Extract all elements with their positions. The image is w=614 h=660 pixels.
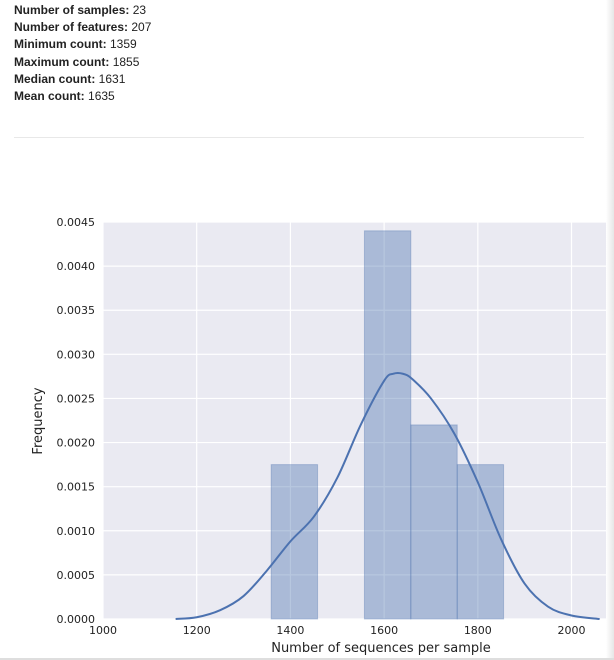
stat-minimum: Minimum count: 1359 bbox=[14, 36, 151, 53]
stat-value: 1359 bbox=[110, 37, 137, 52]
stat-label: Maximum count: bbox=[14, 54, 110, 69]
y-tick-label: 0.0030 bbox=[57, 348, 96, 361]
x-tick-label: 1600 bbox=[370, 624, 398, 637]
bottom-border bbox=[0, 658, 614, 660]
stat-mean: Mean count: 1635 bbox=[14, 88, 151, 105]
y-tick-label: 0.0000 bbox=[57, 613, 96, 626]
x-tick-label: 1200 bbox=[183, 624, 211, 637]
y-tick-label: 0.0045 bbox=[57, 216, 96, 229]
x-axis-ticks: 1000 1200 1400 1600 1800 2000 bbox=[89, 624, 586, 637]
section-divider bbox=[14, 137, 584, 138]
y-axis-ticks: 0.0000 0.0005 0.0010 0.0015 0.0020 0.0025 0.00… bbox=[57, 216, 96, 626]
y-tick-label: 0.0035 bbox=[57, 304, 96, 317]
stat-samples: Number of samples: 23 bbox=[14, 2, 151, 19]
stat-median: Median count: 1631 bbox=[14, 71, 151, 88]
stat-value: 1855 bbox=[112, 54, 140, 69]
x-tick-label: 2000 bbox=[558, 624, 586, 637]
stat-value: 207 bbox=[131, 20, 152, 35]
density-curve bbox=[175, 371, 600, 620]
histogram-bar bbox=[270, 464, 319, 620]
stat-features: Number of features: 207 bbox=[14, 19, 151, 36]
y-axis-label: Frequency bbox=[31, 387, 46, 454]
stat-label: Number of features: bbox=[14, 20, 129, 35]
histogram-bar bbox=[363, 230, 412, 620]
plot-area bbox=[103, 222, 609, 619]
x-tick-label: 1800 bbox=[464, 624, 492, 637]
y-tick-label: 0.0010 bbox=[57, 525, 96, 538]
stat-value: 1635 bbox=[88, 89, 115, 104]
stat-label: Mean count: bbox=[14, 89, 85, 104]
y-tick-label: 0.0005 bbox=[57, 569, 96, 582]
stat-label: Median count: bbox=[14, 71, 96, 86]
stat-maximum: Maximum count: 1855 bbox=[14, 54, 151, 71]
x-tick-label: 1400 bbox=[276, 624, 304, 637]
stat-value: 23 bbox=[132, 3, 147, 17]
y-tick-label: 0.0015 bbox=[57, 481, 96, 494]
y-tick-label: 0.0025 bbox=[57, 392, 96, 405]
y-tick-label: 0.0040 bbox=[57, 260, 96, 273]
page-edge-shadow bbox=[606, 0, 614, 660]
stat-label: Number of samples: bbox=[14, 3, 130, 17]
summary-stats: Number of samples: 23 Number of features… bbox=[14, 2, 151, 105]
stat-label: Minimum count: bbox=[14, 37, 107, 52]
histogram-bar bbox=[410, 424, 458, 620]
x-tick-label: 1000 bbox=[89, 624, 117, 637]
grid-lines bbox=[102, 221, 609, 620]
x-axis-label: Number of sequences per sample bbox=[271, 641, 491, 656]
y-tick-label: 0.0020 bbox=[57, 437, 96, 450]
stat-value: 1631 bbox=[98, 71, 126, 86]
